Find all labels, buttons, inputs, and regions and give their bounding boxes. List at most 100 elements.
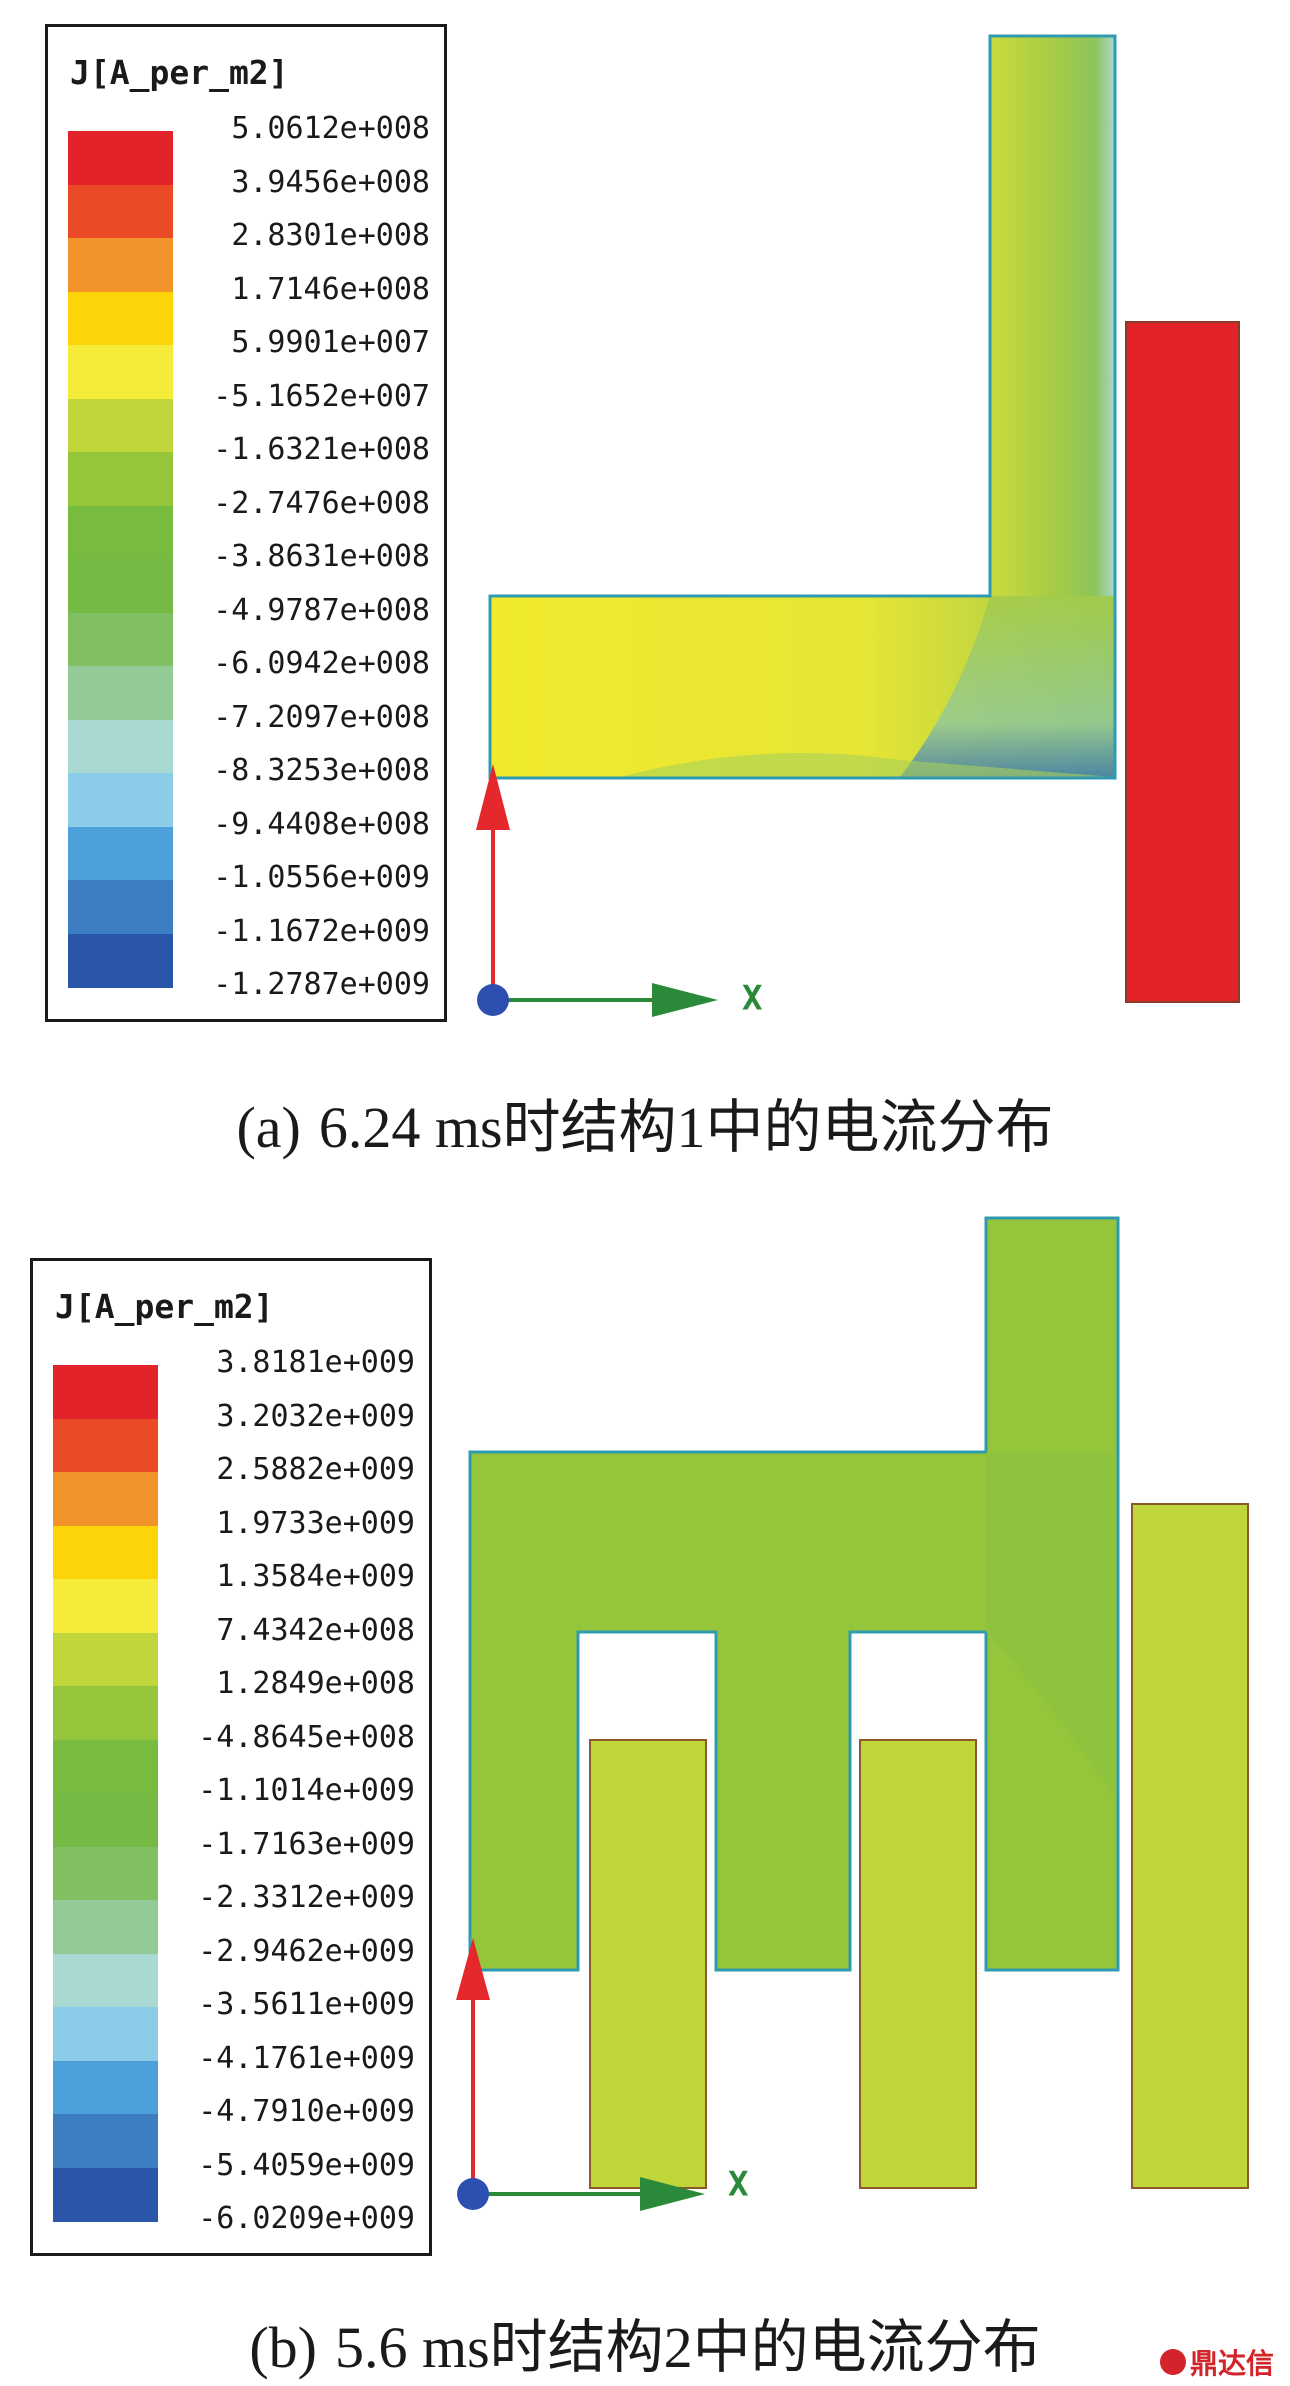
conductor-red-bar	[1125, 321, 1240, 1003]
legend-color-band	[68, 933, 173, 988]
legend-value-label: 3.2032e+009	[216, 1398, 415, 1434]
legend-color-band	[53, 1846, 158, 1901]
conductor-comb-shape	[468, 1216, 1120, 1972]
conductor-bar-2	[859, 1739, 977, 2189]
legend-b: J[A_per_m2] 3.8181e+009 3.2032e+009 2.5882…	[30, 1258, 432, 2256]
x-axis-label: X	[728, 2165, 749, 2205]
x-axis-arrow	[640, 2177, 705, 2211]
caption-b: (b) 5.6 ms时结构2中的电流分布	[0, 2300, 1290, 2384]
legend-color-band	[68, 505, 173, 560]
y-axis-arrow	[476, 764, 510, 830]
panel-b: J[A_per_m2] 3.8181e+009 3.2032e+009 2.5882…	[0, 1200, 1290, 2386]
origin-icon	[477, 984, 509, 1016]
legend-value-label: 1.3584e+009	[216, 1559, 415, 1594]
legend-color-band	[53, 1632, 158, 1687]
legend-value-label: -1.1014e+009	[198, 1773, 415, 1808]
legend-value-label: -6.0209e+009	[198, 2201, 415, 2236]
conductor-corner-field	[900, 596, 1114, 777]
caption-tag: (a)	[236, 1095, 301, 1160]
legend-value-label: -4.1761e+009	[198, 2040, 415, 2076]
legend-color-band	[68, 291, 173, 346]
legend-value-label: -3.5611e+009	[198, 1987, 415, 2022]
legend-color-band	[53, 2167, 158, 2222]
legend-value-label: -1.2787e+009	[213, 967, 430, 1002]
legend-value-label: -5.1652e+007	[213, 378, 430, 414]
conductor-comb-shade	[986, 1452, 1116, 1800]
legend-a: J[A_per_m2] 5.0612e+008 3.9456e+008 2.8301…	[45, 24, 447, 1022]
legend-value-label: -1.6321e+008	[213, 432, 430, 467]
legend-value-label: 3.9456e+008	[231, 164, 430, 200]
legend-value-label: 1.7146e+008	[231, 271, 430, 307]
legend-value-label: -5.4059e+009	[198, 2147, 415, 2183]
legend-color-band	[53, 2007, 158, 2061]
legend-value-label: 1.9733e+009	[216, 1505, 415, 1541]
legend-value-label: -2.3312e+009	[198, 1880, 415, 1915]
legend-value-label: -4.8645e+008	[198, 1719, 415, 1755]
legend-color-band	[68, 398, 173, 453]
legend-color-band	[68, 612, 173, 667]
legend-value-label: -7.2097e+008	[213, 699, 430, 735]
legend-color-band	[53, 1418, 158, 1473]
legend-color-band	[68, 238, 173, 292]
legend-color-band	[53, 1686, 158, 1740]
legend-color-band	[53, 1525, 158, 1580]
legend-value-label: 2.5882e+009	[216, 1452, 415, 1487]
legend-color-band	[53, 1793, 158, 1847]
legend-value-label: 7.4342e+008	[216, 1612, 415, 1648]
y-axis-arrow	[456, 1938, 490, 2000]
legend-value-label: -2.9462e+009	[198, 1933, 415, 1969]
legend-value-label: -1.7163e+009	[198, 1826, 415, 1862]
legend-value-label: 3.8181e+009	[216, 1345, 415, 1380]
legend-value-label: -2.7476e+008	[213, 485, 430, 521]
legend-color-band	[68, 826, 173, 881]
conductor-bottom-edge-field	[620, 752, 1114, 777]
legend-color-band	[53, 1365, 158, 1419]
caption-a: (a) 6.24 ms时结构1中的电流分布	[0, 1080, 1290, 1164]
legend-color-band	[68, 666, 173, 720]
legend-color-band	[68, 559, 173, 613]
legend-value-label: 5.0612e+008	[231, 111, 430, 146]
legend-value-label: -4.9787e+008	[213, 592, 430, 628]
legend-color-band	[53, 2060, 158, 2115]
legend-value-label: 1.2849e+008	[216, 1666, 415, 1701]
legend-color-band	[53, 1900, 158, 1954]
legend-value-label: -6.0942e+008	[213, 646, 430, 681]
conductor-vertical-field	[991, 37, 1114, 597]
legend-title: J[A_per_m2]	[70, 53, 289, 92]
legend-color-band	[68, 719, 173, 774]
caption-text: 6.24 ms时结构1中的电流分布	[318, 1095, 1054, 1160]
legend-color-band	[68, 345, 173, 399]
caption-tag: (b)	[249, 2315, 317, 2380]
legend-color-band	[68, 131, 173, 185]
conductor-bar-1	[589, 1739, 707, 2189]
legend-value-label: -3.8631e+008	[213, 539, 430, 574]
legend-value-label: -4.7910e+009	[198, 2094, 415, 2129]
current-density-plot-b: X	[456, 1216, 1249, 2211]
legend-value-label: -8.3253e+008	[213, 753, 430, 788]
legend-color-band	[53, 1953, 158, 2008]
legend-color-band	[68, 184, 173, 239]
legend-value-label: 2.8301e+008	[231, 218, 430, 253]
x-axis-arrow	[652, 983, 718, 1017]
x-axis-label: X	[742, 979, 763, 1019]
watermark-icon	[1159, 2349, 1186, 2375]
watermark-logo: 鼎达信	[1159, 2342, 1274, 2382]
current-density-plot-a: X	[476, 34, 1240, 1019]
legend-value-label: 5.9901e+007	[231, 325, 430, 360]
legend-color-band	[53, 2114, 158, 2168]
legend-title: J[A_per_m2]	[55, 1287, 274, 1326]
origin-icon	[457, 2178, 489, 2210]
legend-color-band	[68, 773, 173, 827]
legend-value-label: -9.4408e+008	[213, 806, 430, 842]
watermark-text: 鼎达信	[1189, 2347, 1274, 2380]
legend-color-band	[53, 1472, 158, 1526]
legend-color-band	[53, 1739, 158, 1794]
legend-value-label: -1.0556e+009	[213, 860, 430, 895]
legend-color-band	[68, 880, 173, 934]
legend-color-band	[53, 1579, 158, 1633]
caption-text: 5.6 ms时结构2中的电流分布	[334, 2315, 1041, 2380]
conductor-bar-3	[1131, 1503, 1249, 2189]
panel-a: J[A_per_m2] 5.0612e+008 3.9456e+008 2.8301…	[0, 24, 1290, 1164]
legend-value-label: -1.1672e+009	[213, 913, 430, 949]
legend-color-band	[68, 452, 173, 506]
